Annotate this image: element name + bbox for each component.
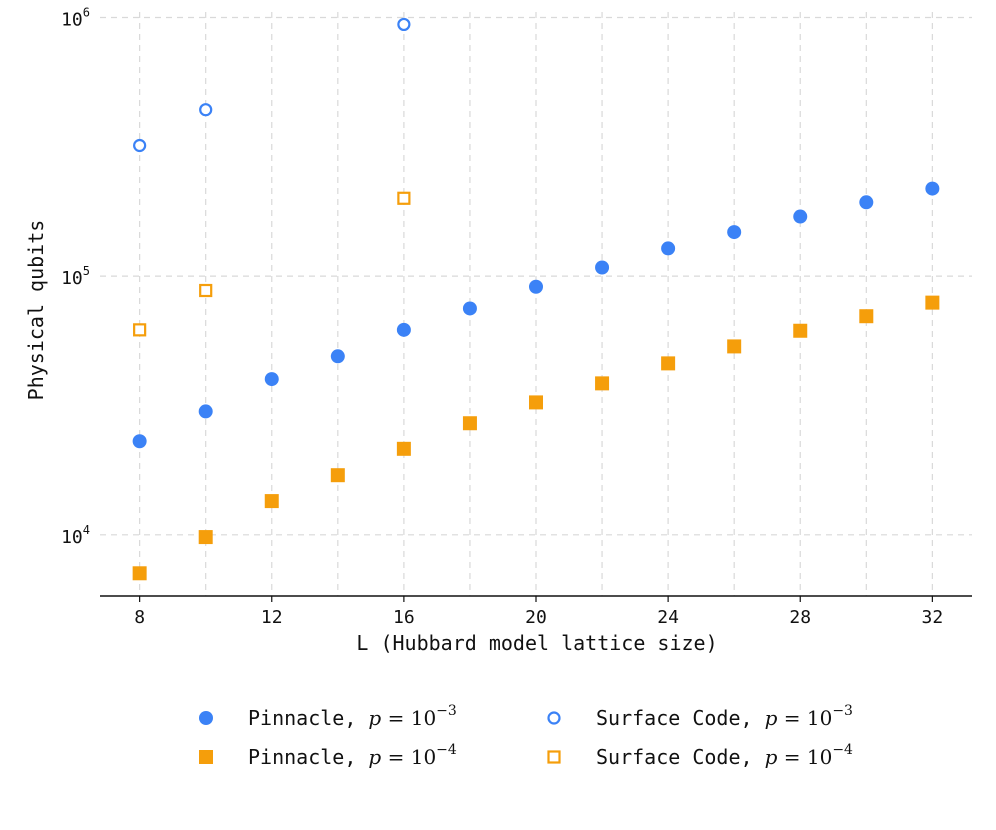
x-tick-label: 16 [393, 607, 415, 628]
legend-marker-pinnacle-p4 [199, 750, 213, 764]
data-point-pinnacle-p4 [330, 468, 345, 483]
data-point-pinnacle-p4 [264, 494, 279, 509]
legend-item-surface-p4: Surface Code, p = 10−4 [547, 742, 853, 769]
data-point-pinnacle-p4 [198, 530, 213, 545]
x-tick-label: 28 [789, 607, 811, 628]
x-tick-label: 24 [657, 607, 679, 628]
legend-label-surface-p4: Surface Code, p = 10−4 [596, 742, 853, 769]
data-point-pinnacle-p4 [793, 323, 808, 338]
x-tick-label: 12 [261, 607, 283, 628]
data-point-surface-p4 [397, 191, 411, 205]
grid [100, 12, 972, 596]
data-marks [132, 17, 940, 581]
data-point-pinnacle-p3 [727, 225, 742, 240]
data-point-surface-p3 [397, 17, 411, 32]
data-point-pinnacle-p3 [595, 260, 610, 275]
data-point-pinnacle-p3 [661, 241, 676, 256]
legend-item-pinnacle-p3: Pinnacle, p = 10−3 [199, 703, 457, 730]
data-point-pinnacle-p4 [925, 295, 940, 310]
legend-item-pinnacle-p4: Pinnacle, p = 10−4 [199, 742, 457, 769]
data-point-pinnacle-p4 [595, 376, 610, 391]
data-point-pinnacle-p3 [396, 322, 411, 337]
x-tick-label: 32 [922, 607, 944, 628]
data-point-pinnacle-p3 [132, 434, 147, 449]
data-point-surface-p3 [199, 103, 213, 117]
data-point-pinnacle-p3 [264, 372, 279, 387]
y-tick-label: 104 [61, 523, 90, 548]
data-point-pinnacle-p3 [529, 279, 543, 294]
data-point-pinnacle-p3 [198, 404, 213, 419]
legend-marker-surface-p3 [547, 711, 561, 725]
data-point-surface-p4 [199, 283, 213, 298]
legend: Pinnacle, p = 10−3 Pinnacle, p = 10−4 Surf… [199, 703, 853, 769]
legend-label-pinnacle-p4: Pinnacle, p = 10−4 [248, 742, 457, 769]
data-point-pinnacle-p4 [661, 356, 676, 371]
data-point-pinnacle-p4 [396, 441, 411, 456]
legend-label-pinnacle-p3: Pinnacle, p = 10−3 [248, 703, 457, 730]
axes: 8 12 16 20 24 28 32 104 105 106 [61, 5, 972, 628]
data-point-pinnacle-p3 [859, 195, 874, 210]
y-tick-label: 105 [61, 264, 90, 289]
data-point-surface-p4 [133, 323, 147, 337]
y-axis-label: Physical qubits [24, 220, 48, 401]
data-point-pinnacle-p3 [793, 209, 808, 224]
legend-label-surface-p3: Surface Code, p = 10−3 [596, 703, 853, 730]
data-point-pinnacle-p4 [727, 339, 742, 354]
data-point-pinnacle-p4 [859, 309, 874, 324]
legend-marker-surface-p4 [547, 750, 561, 764]
data-point-pinnacle-p4 [462, 416, 477, 431]
data-point-surface-p3 [133, 138, 147, 153]
data-point-pinnacle-p3 [330, 349, 345, 364]
data-point-pinnacle-p3 [462, 301, 477, 316]
data-point-pinnacle-p4 [529, 395, 543, 410]
x-tick-label: 8 [134, 607, 145, 628]
data-point-pinnacle-p4 [132, 566, 147, 581]
legend-marker-pinnacle-p3 [199, 711, 213, 725]
legend-item-surface-p3: Surface Code, p = 10−3 [547, 703, 853, 730]
x-tick-label: 20 [525, 607, 547, 628]
data-point-pinnacle-p3 [925, 181, 940, 196]
x-axis-label: L (Hubbard model lattice size) [356, 631, 717, 655]
y-tick-label: 106 [61, 5, 90, 30]
